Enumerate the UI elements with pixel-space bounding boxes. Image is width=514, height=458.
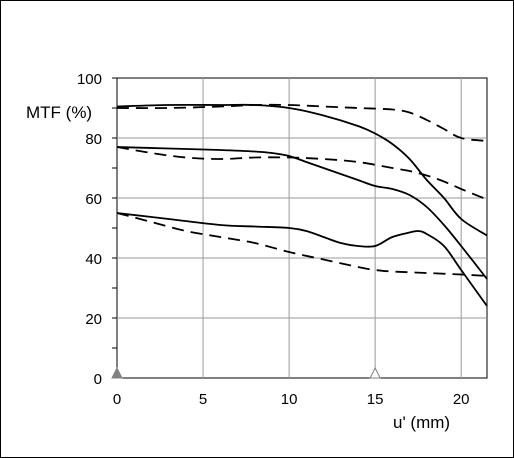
x-tick-label: 10	[281, 391, 298, 408]
marker-layer	[111, 366, 381, 379]
minor-ticks	[112, 77, 117, 379]
x-tick-label: 20	[453, 391, 470, 408]
series-line-4-dashed	[116, 146, 488, 201]
x-axis-title: u' (mm)	[393, 413, 450, 432]
series-line-6-dashed	[116, 212, 488, 277]
x-tick-label: 15	[367, 391, 384, 408]
y-tick-label: 40	[85, 251, 102, 268]
y-tick-label: 20	[85, 311, 102, 328]
y-tick-label: 60	[85, 191, 102, 208]
x-tick-label: 0	[113, 391, 121, 408]
y-axis-title: MTF (%)	[26, 103, 92, 122]
series-line-5-solid	[116, 212, 488, 307]
tick-labels: 0 5 10 15 20 0 20 40 60 80 100	[77, 71, 470, 408]
series-layer	[116, 103, 488, 307]
x-tick-label: 5	[199, 391, 207, 408]
y-tick-label: 100	[77, 71, 102, 88]
y-tick-label: 80	[85, 131, 102, 148]
y-tick-label: 0	[94, 371, 102, 388]
series-line-1-solid	[116, 103, 488, 237]
series-line-2-dashed	[116, 103, 488, 142]
on-axis-marker	[111, 366, 123, 379]
zone-mark-marker	[369, 366, 381, 379]
series-line-3-solid	[116, 146, 488, 280]
